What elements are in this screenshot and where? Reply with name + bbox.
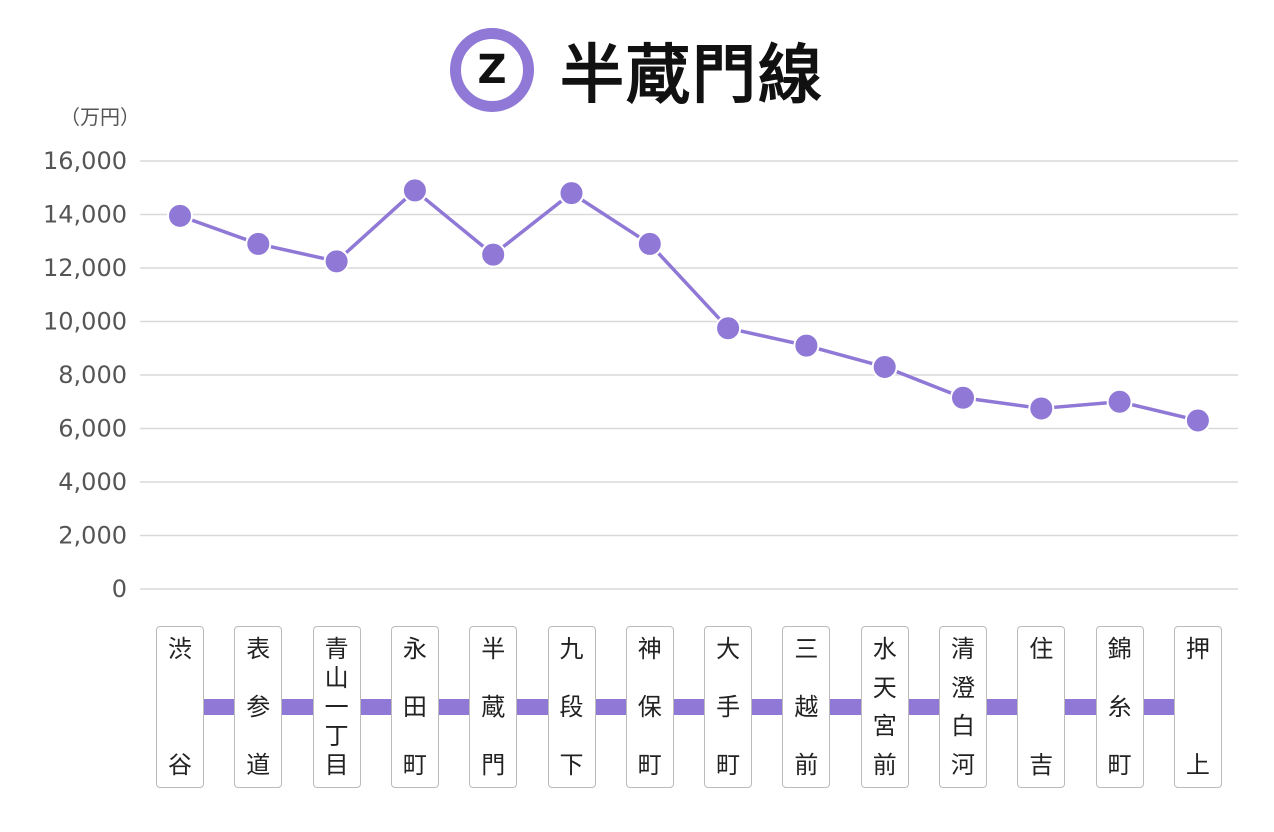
station-char: 錦 — [1107, 635, 1132, 663]
line-badge-icon: Z — [450, 28, 534, 112]
data-point — [1106, 388, 1133, 415]
station-char: 清 — [951, 635, 975, 663]
station-char: 青 — [324, 635, 349, 663]
line-chart: （万円） 0 2,000 4,000 6,000 8,000 10,000 12,000 14… — [43, 105, 1238, 603]
station-char: 町 — [637, 751, 662, 779]
chart-title: Z 半蔵門線 — [0, 22, 1274, 118]
y-tick-label: 6,000 — [58, 415, 127, 443]
data-point — [715, 315, 742, 342]
station-char: 白 — [951, 712, 975, 741]
station-label: 永田町 — [390, 626, 439, 788]
station-char: 蔵 — [481, 693, 506, 721]
station-char: 河 — [951, 750, 975, 779]
y-axis-ticks: 0 2,000 4,000 6,000 8,000 10,000 12,000 14,000 1… — [43, 147, 127, 603]
data-point — [950, 384, 976, 411]
data-point — [167, 202, 193, 229]
station-label: 押上 — [1173, 626, 1222, 788]
grid-lines — [140, 160, 1238, 590]
title-text: 半蔵門線 — [560, 39, 824, 113]
station-label: 水天宮前 — [860, 626, 909, 788]
station-char: 保 — [637, 693, 662, 721]
station-char: 一 — [324, 693, 349, 721]
station-label: 渋谷 — [156, 626, 204, 788]
station-char: 丁 — [324, 722, 349, 750]
y-tick-label: 2,000 — [58, 522, 127, 550]
series-layer — [167, 177, 1211, 434]
data-point — [1028, 395, 1055, 422]
station-char: 門 — [481, 751, 506, 779]
station-char: 越 — [794, 693, 819, 721]
data-point — [793, 332, 820, 359]
data-point — [558, 180, 585, 207]
station-char: 住 — [1029, 635, 1054, 663]
station-char: 参 — [246, 693, 271, 721]
station-label: 半蔵門 — [469, 626, 518, 788]
station-char: 谷 — [168, 751, 192, 779]
data-point — [871, 353, 898, 380]
station-char: 三 — [794, 635, 819, 663]
data-point — [245, 230, 272, 257]
station-char: 町 — [1107, 751, 1132, 779]
station-char: 糸 — [1107, 693, 1132, 721]
station-char: 下 — [559, 751, 584, 779]
y-tick-label: 14,000 — [43, 201, 127, 229]
data-point — [401, 177, 428, 204]
data-point — [323, 248, 350, 275]
y-unit-label: （万円） — [60, 105, 140, 129]
y-tick-label: 4,000 — [58, 468, 127, 496]
station-label: 錦糸町 — [1095, 626, 1144, 788]
y-tick-label: 8,000 — [58, 361, 127, 389]
y-tick-label: 12,000 — [43, 254, 127, 282]
station-char: 手 — [716, 693, 741, 721]
station-char: 神 — [637, 635, 662, 663]
station-label: 清澄白河 — [939, 626, 987, 788]
station-char: 町 — [402, 751, 427, 779]
y-tick-label: 16,000 — [43, 147, 127, 175]
station-char: 前 — [872, 750, 897, 779]
station-label: 九段下 — [547, 626, 596, 788]
data-point — [1184, 407, 1211, 434]
station-char: 大 — [716, 635, 741, 663]
station-char: 宮 — [872, 712, 897, 741]
station-label: 神保町 — [625, 626, 674, 788]
data-point — [480, 241, 507, 268]
station-char: 目 — [324, 751, 349, 779]
station-label: 表参道 — [234, 626, 283, 788]
station-char: 町 — [716, 751, 741, 779]
station-char: 段 — [559, 693, 584, 721]
station-char: 道 — [246, 751, 271, 779]
y-tick-label: 10,000 — [43, 308, 127, 336]
y-tick-label: 0 — [112, 575, 127, 603]
station-char: 山 — [324, 664, 349, 692]
station-char: 九 — [559, 635, 584, 663]
station-char: 水 — [872, 635, 897, 663]
station-char: 半 — [481, 635, 506, 663]
station-label: 住吉 — [1017, 626, 1066, 788]
line-letter: Z — [477, 47, 507, 93]
station-char: 永 — [402, 635, 427, 663]
station-char: 前 — [794, 751, 819, 779]
station-label: 三越前 — [782, 626, 831, 788]
station-char: 田 — [402, 693, 427, 721]
station-char: 天 — [872, 673, 897, 702]
station-label: 青山一丁目 — [312, 626, 361, 788]
station-char: 上 — [1185, 751, 1210, 779]
station-char: 押 — [1185, 635, 1210, 663]
station-char: 澄 — [951, 673, 975, 702]
station-char: 吉 — [1029, 751, 1054, 779]
station-char: 渋 — [168, 635, 192, 663]
station-label: 大手町 — [704, 626, 753, 788]
series-line — [179, 188, 1199, 423]
data-point — [636, 230, 663, 257]
station-char: 表 — [246, 635, 271, 663]
